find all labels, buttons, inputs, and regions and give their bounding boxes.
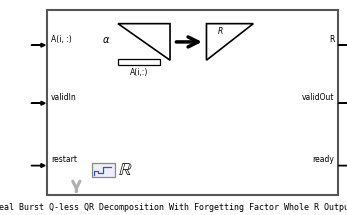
FancyArrow shape — [31, 164, 45, 167]
FancyArrow shape — [31, 43, 45, 47]
Text: R: R — [329, 35, 334, 44]
Bar — [92, 163, 115, 177]
Bar — [118, 59, 160, 64]
FancyArrow shape — [338, 164, 347, 167]
Text: A(i,:): A(i,:) — [130, 68, 148, 77]
FancyArrow shape — [338, 101, 347, 105]
Text: A(i, :): A(i, :) — [51, 35, 72, 44]
Text: $\alpha$: $\alpha$ — [102, 35, 110, 45]
Text: validIn: validIn — [51, 93, 77, 102]
Bar — [47, 10, 338, 195]
Text: restart: restart — [51, 155, 77, 164]
Text: Real Burst Q-less QR Decomposition With Forgetting Factor Whole R Output: Real Burst Q-less QR Decomposition With … — [0, 203, 347, 212]
Text: validOut: validOut — [302, 93, 334, 102]
Text: $\mathbb{R}$: $\mathbb{R}$ — [118, 161, 132, 180]
Text: ready: ready — [312, 155, 334, 164]
FancyArrow shape — [31, 101, 45, 105]
FancyArrow shape — [338, 43, 347, 47]
Text: R: R — [218, 27, 223, 36]
